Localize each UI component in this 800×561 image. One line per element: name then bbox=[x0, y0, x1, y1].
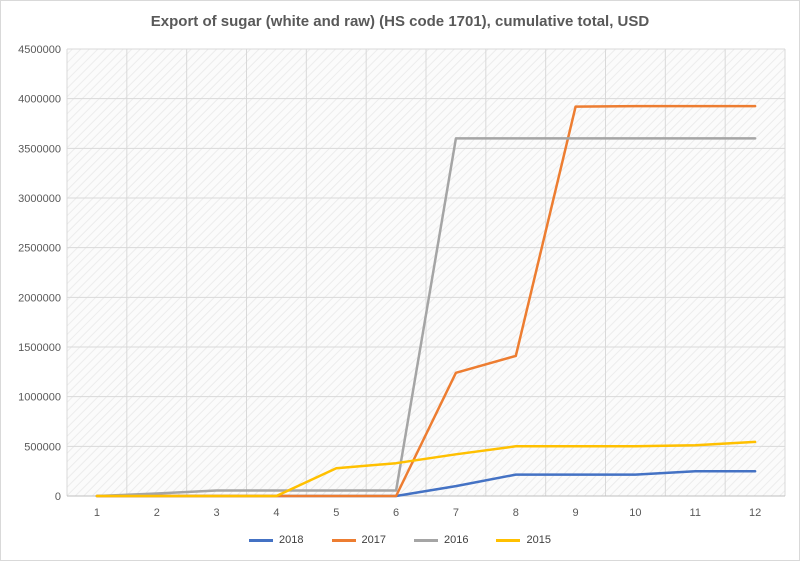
y-tick-label: 2500000 bbox=[18, 243, 61, 255]
x-tick-label: 12 bbox=[749, 507, 761, 519]
legend-item-2015: 2015 bbox=[496, 534, 551, 546]
legend-swatch bbox=[496, 538, 521, 542]
legend-item-2016: 2016 bbox=[414, 534, 468, 546]
x-tick-label: 1 bbox=[94, 507, 100, 519]
y-tick-label: 500000 bbox=[24, 441, 61, 453]
y-tick-label: 1500000 bbox=[18, 342, 61, 354]
y-tick-label: 4500000 bbox=[18, 44, 61, 56]
legend-label: 2017 bbox=[361, 534, 386, 546]
x-tick-label: 2 bbox=[154, 507, 160, 519]
legend-label: 2015 bbox=[526, 534, 551, 546]
series-line-2016 bbox=[95, 137, 757, 498]
legend-label: 2018 bbox=[279, 534, 304, 546]
x-tick-label: 8 bbox=[513, 507, 519, 519]
y-tick-label: 2000000 bbox=[18, 292, 61, 304]
y-tick-label: 1000000 bbox=[18, 392, 61, 404]
legend-swatch bbox=[414, 538, 438, 542]
y-tick-label: 4000000 bbox=[18, 94, 61, 106]
chart-title: Export of sugar (white and raw) (HS code… bbox=[150, 13, 650, 30]
legend-item-2017: 2017 bbox=[331, 534, 386, 546]
legend-item-2018: 2018 bbox=[249, 534, 304, 546]
legend-swatch bbox=[331, 538, 356, 542]
x-tick-label: 5 bbox=[333, 507, 339, 519]
x-tick-label: 3 bbox=[214, 507, 220, 519]
y-tick-label: 3500000 bbox=[18, 143, 61, 155]
x-tick-label: 6 bbox=[393, 507, 399, 519]
series-line-2015 bbox=[95, 440, 757, 498]
y-tick-label: 3000000 bbox=[18, 193, 61, 205]
x-tick-label: 4 bbox=[273, 507, 279, 519]
x-tick-label: 10 bbox=[629, 507, 641, 519]
x-tick-label: 11 bbox=[690, 507, 701, 519]
y-tick-label: 0 bbox=[55, 491, 61, 503]
x-tick-label: 7 bbox=[453, 507, 459, 519]
legend-swatch bbox=[249, 538, 274, 542]
chart-legend: 2018 2017 2016 2015 bbox=[1, 534, 799, 546]
x-tick-label: 9 bbox=[573, 507, 579, 519]
legend-label: 2016 bbox=[444, 534, 469, 546]
